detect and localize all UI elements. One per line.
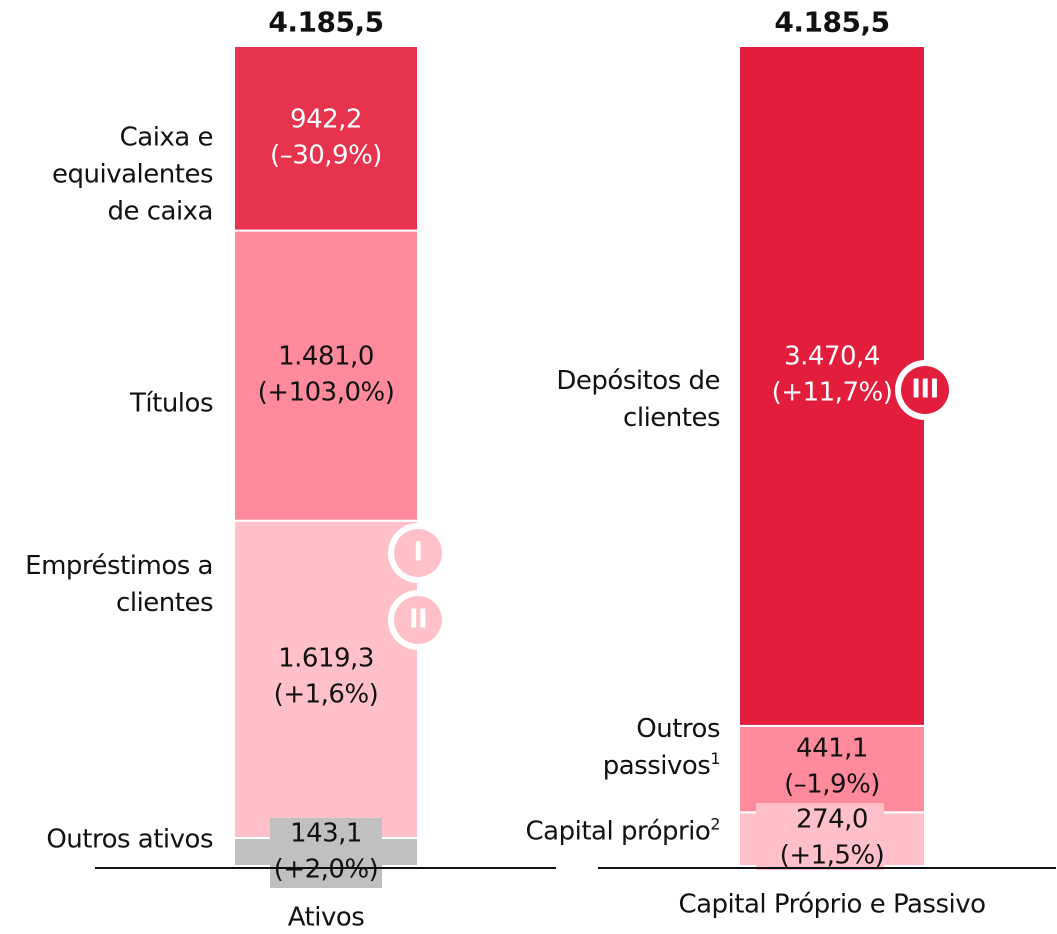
change-label: (+11,7%)	[771, 377, 893, 408]
change-label: (+2,0%)	[273, 854, 379, 885]
segment-name-text: Outros passivos	[602, 714, 721, 781]
badge-label: III	[911, 374, 939, 405]
value-label: 274,0	[796, 804, 868, 835]
segment-name-text: Empréstimos a clientes	[25, 551, 213, 618]
change-label: (+1,6%)	[273, 679, 379, 710]
bar-segment	[233, 44, 419, 232]
segment-name: Caixa e equivalentes de caixa	[23, 120, 213, 231]
segment-name-text: Capital próprio	[525, 816, 711, 847]
value-label: 942,2	[290, 104, 362, 135]
segment-name-text: Depósitos de clientes	[556, 366, 720, 433]
value-label: 1.619,3	[278, 643, 374, 674]
segment-name: Outros passivos1	[580, 711, 721, 785]
footnote-mark: 2	[710, 814, 720, 834]
badge-fill	[901, 366, 949, 414]
badge-label: I	[413, 537, 423, 568]
segment-name: Títulos	[63, 386, 213, 423]
segment-name-text: Outros ativos	[46, 824, 213, 855]
value-label: 3.470,4	[784, 341, 880, 372]
badge-fill	[394, 596, 442, 644]
footnote-mark: 1	[710, 749, 720, 768]
total-label: 4.185,5	[774, 5, 890, 39]
total-label: 4.185,5	[268, 5, 384, 39]
value-label: 143,1	[290, 818, 362, 849]
segment-name: Depósitos de clientes	[530, 363, 720, 437]
segment-name: Empréstimos a clientes	[0, 548, 213, 622]
change-label: (+103,0%)	[257, 377, 395, 408]
bar-segment	[233, 519, 419, 839]
change-label: (–1,9%)	[784, 769, 880, 800]
value-label: 1.481,0	[278, 341, 374, 372]
value-label: 441,1	[796, 733, 868, 764]
bar-segment	[738, 45, 926, 727]
change-label: (–30,9%)	[270, 140, 382, 171]
category-label: Capital Próprio e Passivo	[678, 889, 986, 920]
segment-name-text: Caixa e equivalentes de caixa	[52, 122, 213, 227]
label-box	[756, 803, 884, 870]
segment-name: Outros ativos	[0, 822, 213, 859]
badge-fill	[394, 529, 442, 577]
segment-name-text: Títulos	[130, 388, 213, 419]
change-label: (+1,5%)	[779, 840, 885, 871]
segment-name: Capital próprio2	[490, 814, 721, 851]
badge-label: II	[408, 604, 428, 635]
label-box	[270, 818, 382, 888]
category-label: Ativos	[287, 902, 365, 933]
bar-segment	[233, 229, 419, 522]
